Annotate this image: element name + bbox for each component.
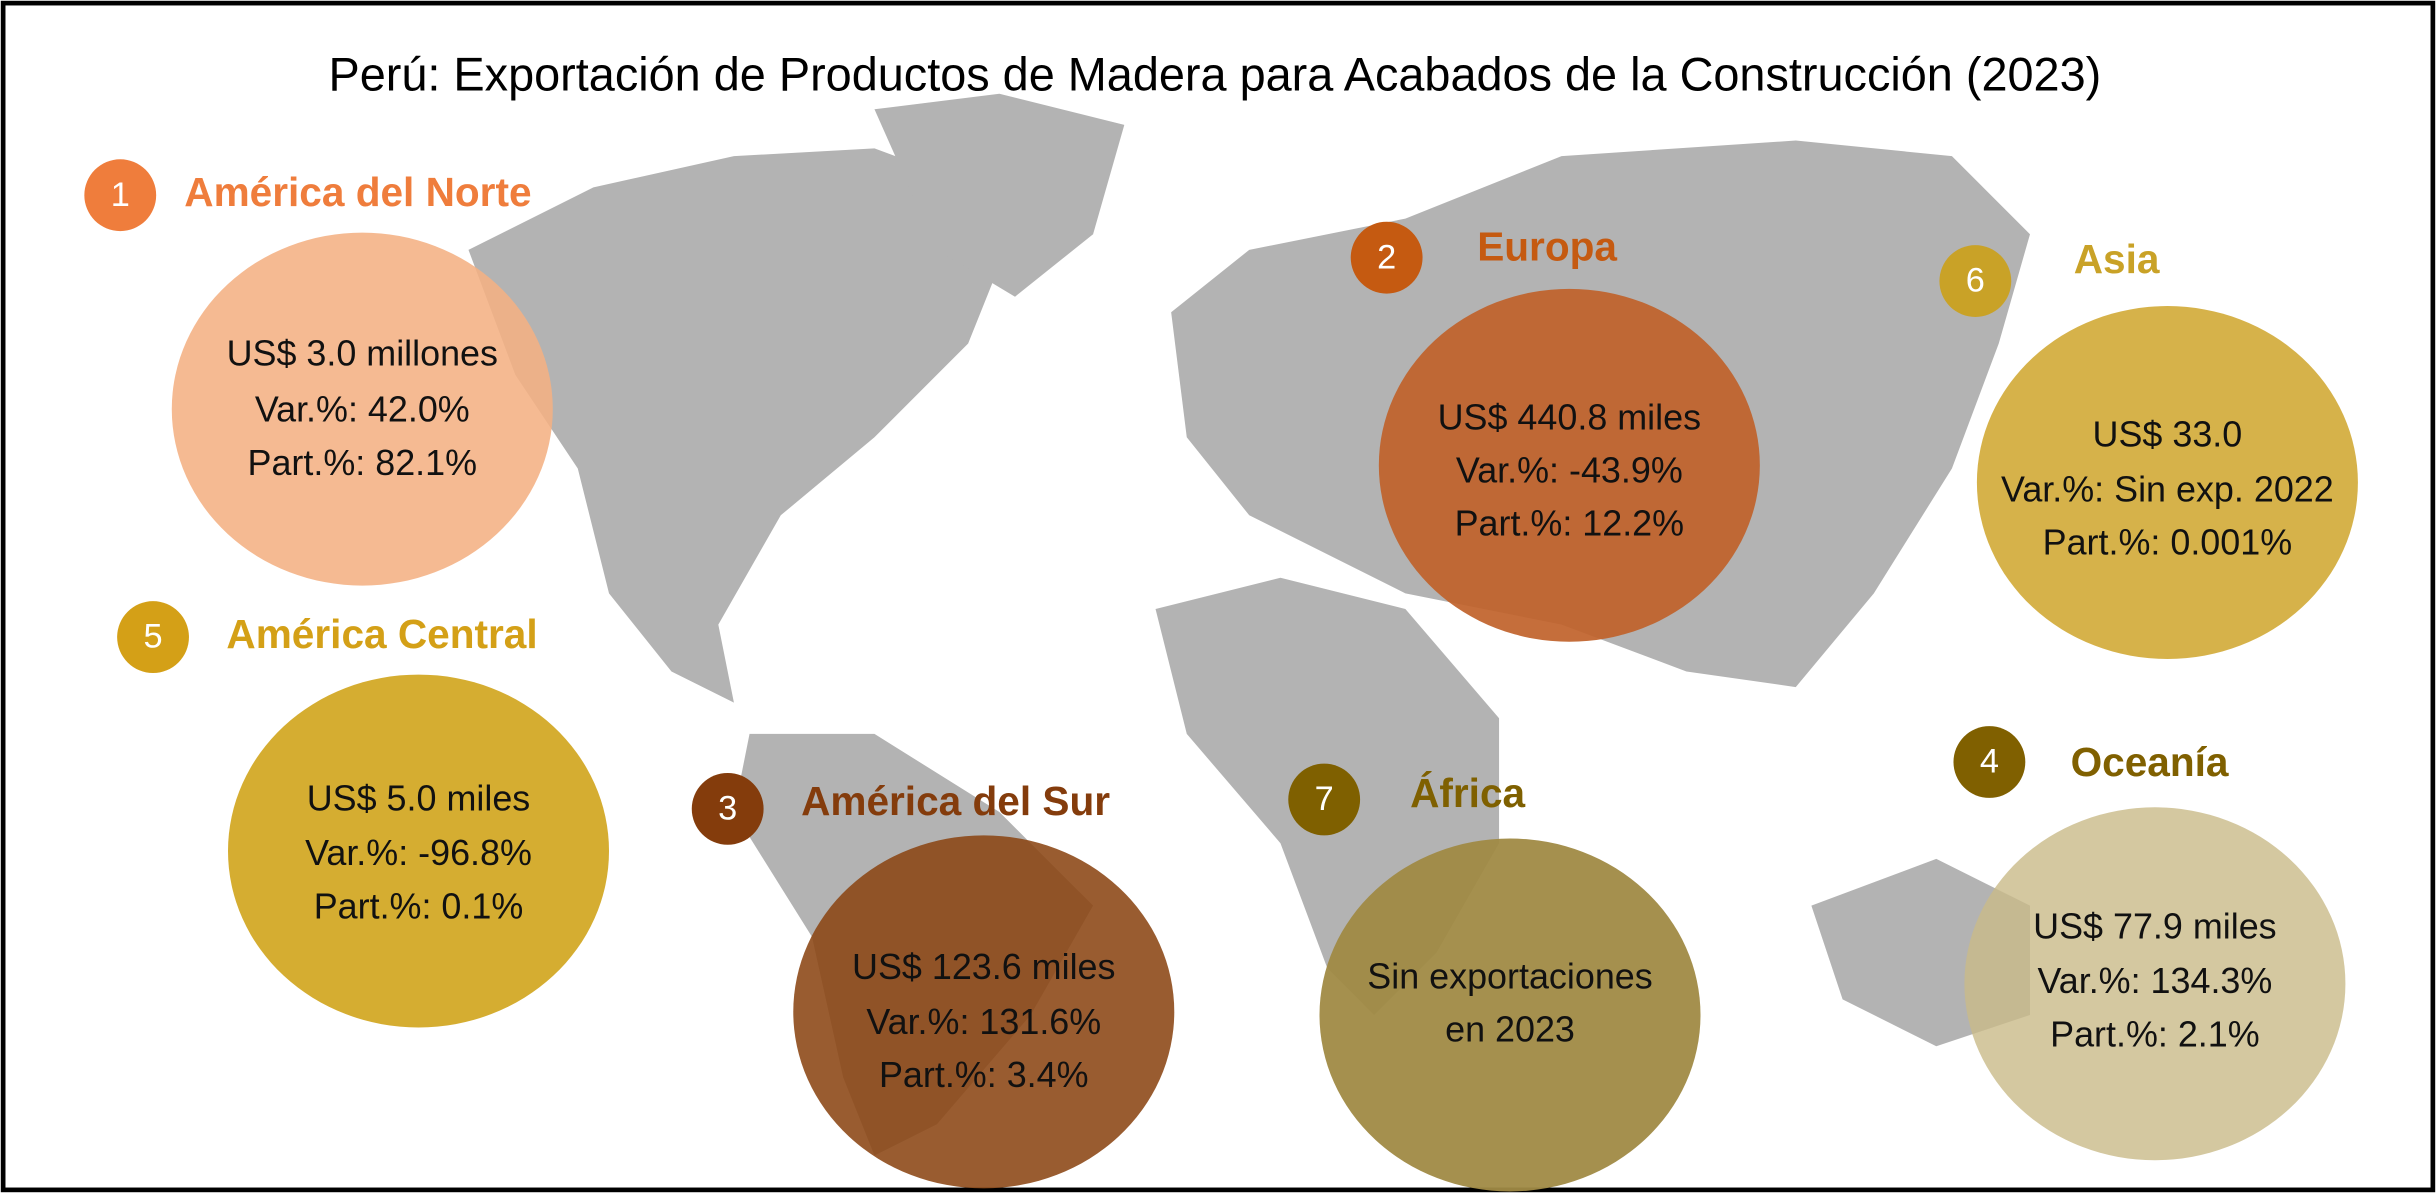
number-badge [1939,245,2012,317]
number-badge [1288,763,1361,836]
region-bubble [171,232,553,586]
region-name: América Central [226,611,537,657]
region-bubble [1976,306,2358,659]
north-america [468,148,1000,703]
number-badge [1350,221,1423,294]
region-stat: Var.%: Sin exp. 2022 [2001,468,2334,509]
region-stat: Var.%: 134.3% [2037,960,2272,1001]
region-name: África [1410,770,1525,816]
region-number: 3 [718,790,737,828]
region-stat: US$ 77.9 miles [2033,906,2276,947]
number-badge [1953,726,2026,798]
region-number: 4 [1980,743,1999,781]
region-stat: Var.%: -96.8% [305,832,532,873]
region-number: 7 [1315,780,1334,818]
region-stat: en 2023 [1445,1009,1575,1050]
region-stat: US$ 440.8 miles [1438,397,1701,438]
region-bubble [1378,288,1760,642]
region-stat: Sin exportaciones [1367,956,1652,997]
region-bubble [227,674,610,1028]
region-number: 1 [111,176,130,214]
region-stat: Part.%: 12.2% [1455,503,1685,544]
region-stat: Part.%: 82.1% [248,442,478,483]
region-bubble [1319,838,1701,1192]
region-name: Asia [2074,236,2160,282]
region-bubble [793,835,1175,1189]
region-number: 5 [143,618,162,656]
region-stat: US$ 3.0 millones [227,333,498,374]
region-stat: Var.%: -43.9% [1456,450,1683,491]
region-stat: Var.%: 42.0% [255,389,470,430]
region-stat: Part.%: 2.1% [2050,1013,2260,1054]
region-number: 6 [1966,262,1985,300]
region-name: Oceanía [2071,739,2229,785]
greenland [874,93,1125,297]
region-stat: Part.%: 0.001% [2043,521,2293,562]
region-stat: Part.%: 3.4% [879,1054,1089,1095]
number-badge [691,772,764,845]
region-stat: US$ 123.6 miles [852,946,1115,987]
region-bubble [1964,807,2346,1161]
title: Perú: Exportación de Productos de Madera… [329,48,2102,100]
region-stat: Part.%: 0.1% [314,885,524,926]
number-badge [84,159,157,232]
region-stat: US$ 5.0 miles [307,778,531,819]
region-stat: US$ 33.0 [2093,414,2243,455]
region-name: América del Norte [184,169,531,215]
region-stat: Var.%: 131.6% [866,1001,1101,1042]
region-number: 2 [1377,238,1396,276]
number-badge [117,601,189,674]
region-name: Europa [1477,224,1617,270]
region-name: América del Sur [801,778,1110,824]
